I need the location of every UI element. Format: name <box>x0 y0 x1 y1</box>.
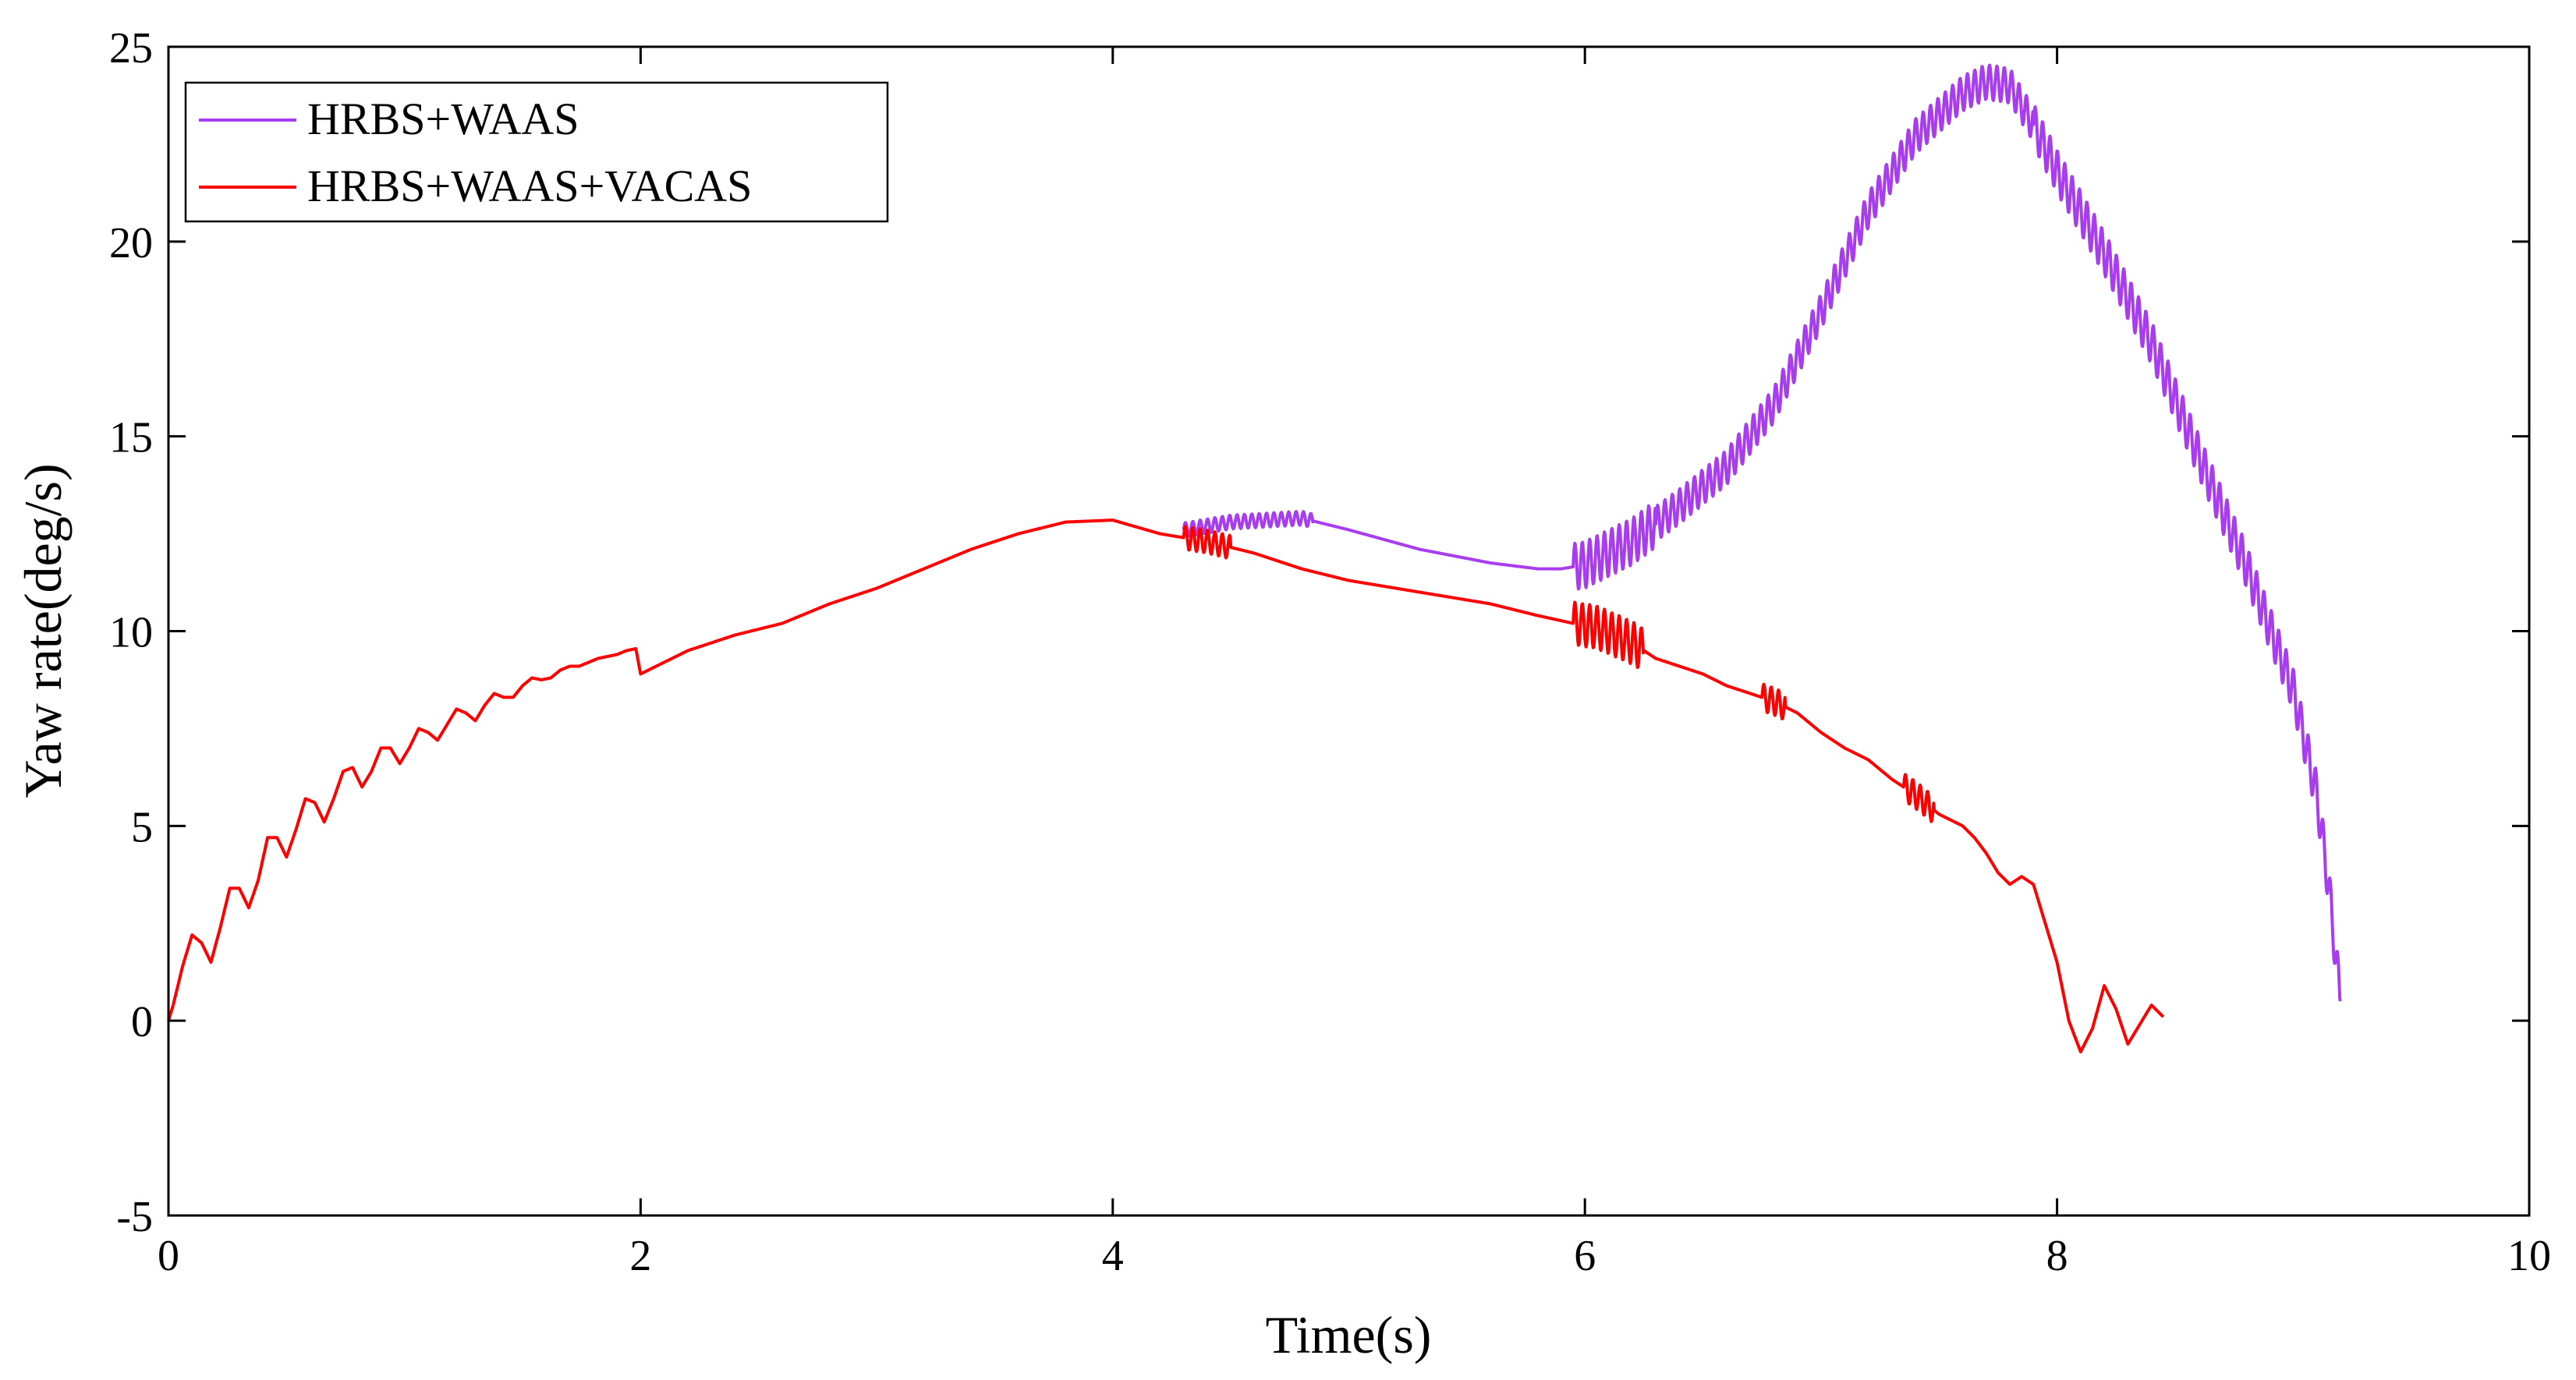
y-tick-label: 15 <box>109 414 153 462</box>
x-tick-label: 6 <box>1574 1232 1596 1280</box>
x-tick-label: 2 <box>629 1232 651 1280</box>
y-tick-label: -5 <box>116 1193 153 1241</box>
series-line-hrbs-waas-vacas <box>167 518 2165 1054</box>
legend-box <box>184 81 889 223</box>
x-tick-label: 8 <box>2046 1232 2068 1280</box>
legend-label-hrbs-waas: HRBS+WAAS <box>307 94 579 144</box>
y-tick-label: 0 <box>131 998 153 1046</box>
series-group <box>167 63 2342 1054</box>
y-tick-label: 10 <box>109 609 153 657</box>
y-tick-label: 20 <box>109 219 153 267</box>
x-tick-label: 0 <box>158 1232 179 1280</box>
legend: HRBS+WAAS HRBS+WAAS+VACAS <box>184 81 889 223</box>
y-axis-label: Yaw rate(deg/s) <box>13 463 73 798</box>
legend-label-hrbs-waas-vacas: HRBS+WAAS+VACAS <box>307 161 752 211</box>
x-tick-label: 4 <box>1102 1232 1124 1280</box>
x-tick-label: 10 <box>2507 1232 2551 1280</box>
y-tick-label: 25 <box>109 24 153 73</box>
y-tick-label: 5 <box>131 803 153 851</box>
series-line-hrbs-waas <box>1182 63 2342 1002</box>
x-axis-label: Time(s) <box>1266 1305 1432 1364</box>
